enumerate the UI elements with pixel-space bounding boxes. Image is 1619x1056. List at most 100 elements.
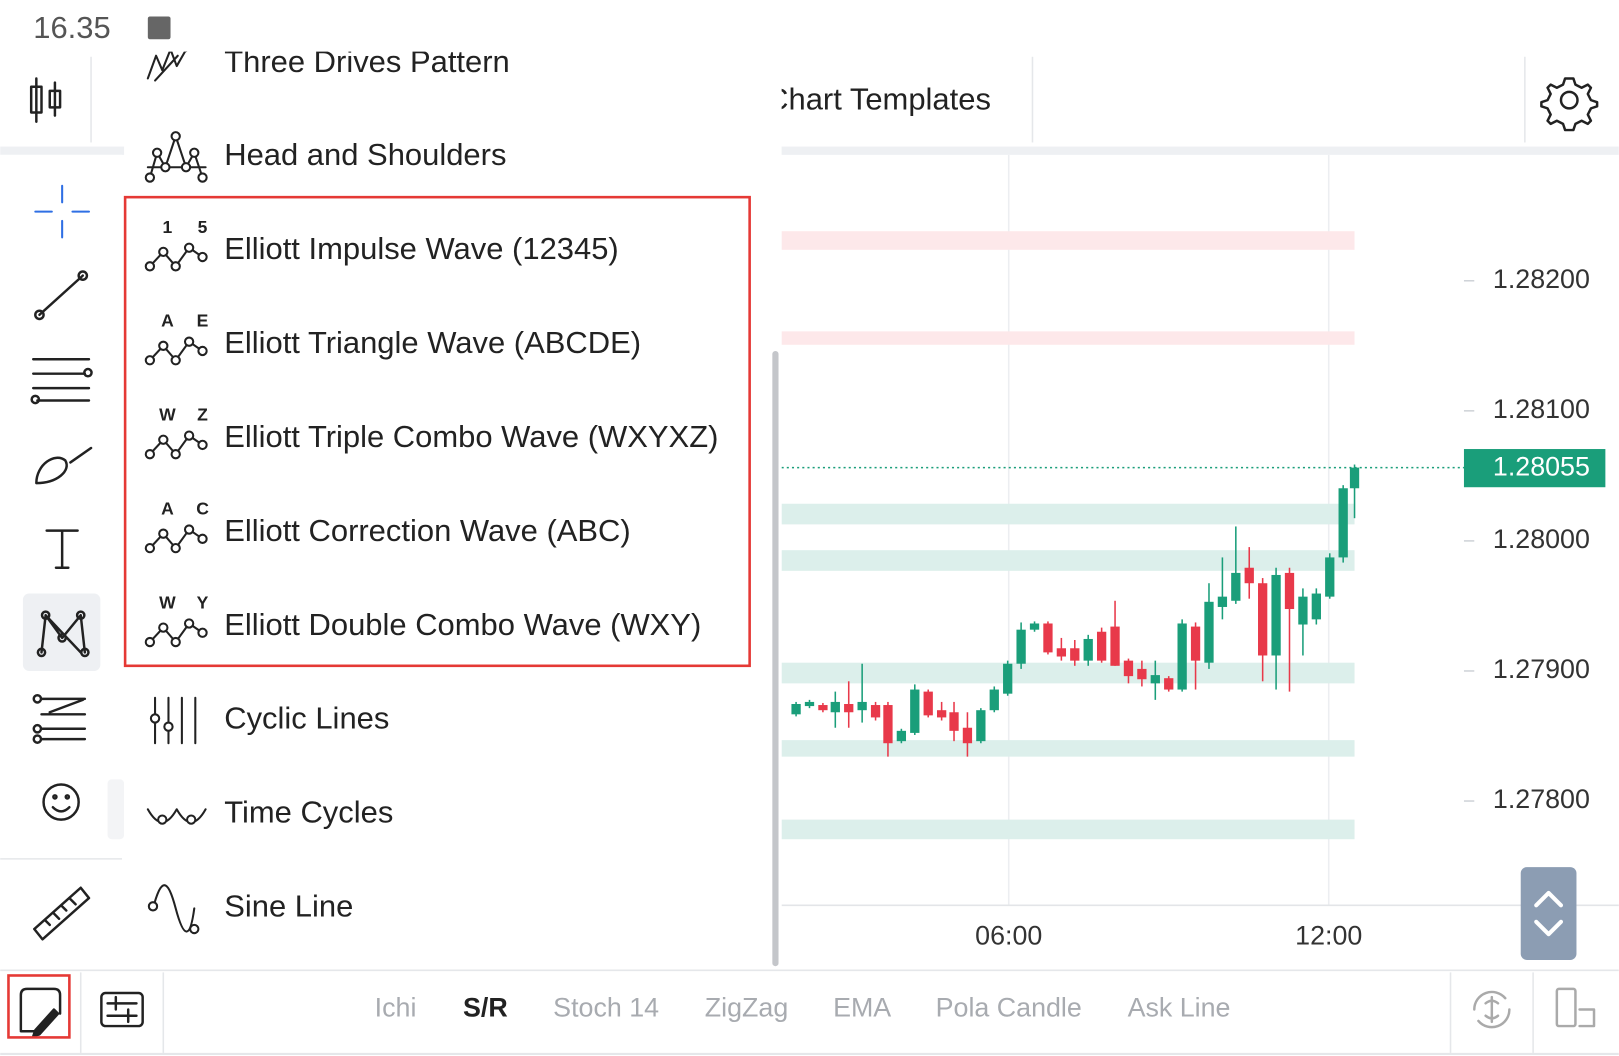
indicator-tab[interactable]: S/R <box>463 993 508 1023</box>
indicators-button[interactable] <box>100 991 144 1028</box>
wave-mark: Y <box>197 593 209 613</box>
candle-body <box>1311 593 1321 620</box>
candle-body <box>1298 596 1308 625</box>
bottom-bar: Ichi S/R Stoch 14 ZigZag EMA Pola Candle Ask L… <box>0 969 1619 1056</box>
price-label: 1.28100 <box>1493 394 1590 424</box>
indicator-tab[interactable]: Pola Candle <box>936 993 1082 1023</box>
brush-tool[interactable] <box>35 446 93 485</box>
draw-button[interactable] <box>19 987 62 1038</box>
chart-templates[interactable]: Chart Templates <box>766 81 991 116</box>
horizontal-lines-tool[interactable] <box>30 357 93 405</box>
menu-icon <box>144 242 208 272</box>
menu-icon <box>147 884 200 935</box>
candle-body <box>1284 572 1295 610</box>
menu-item[interactable]: Head and Shoulders <box>224 137 506 172</box>
status-icon <box>147 16 171 40</box>
candle-body <box>923 691 933 716</box>
indicator-tab[interactable]: EMA <box>833 993 891 1023</box>
ruler-tool[interactable] <box>33 886 91 941</box>
candle-body <box>896 730 907 742</box>
menu-icon <box>144 131 208 183</box>
candle-body <box>1110 626 1120 666</box>
candle-body <box>1083 638 1093 661</box>
scale-icon <box>1534 890 1564 937</box>
menu-item[interactable]: Elliott Impulse Wave (12345) <box>224 231 619 266</box>
indicator-tab[interactable]: Stoch 14 <box>553 993 659 1023</box>
text-tool[interactable] <box>45 529 79 569</box>
band <box>781 662 1355 684</box>
layout-button[interactable] <box>1555 987 1596 1028</box>
candle-body <box>1003 663 1013 694</box>
candle-body <box>976 710 986 742</box>
bottom-bg <box>0 970 1619 1056</box>
time-label: 12:00 <box>1295 920 1362 950</box>
status-time: 16.35 <box>33 10 110 45</box>
menu-bg <box>124 41 782 969</box>
candle-body <box>1217 596 1228 607</box>
candle-body <box>1096 631 1107 661</box>
price-label: 1.28200 <box>1493 264 1590 294</box>
line-tool[interactable] <box>34 270 89 321</box>
candle-body <box>1258 583 1268 656</box>
candle-body <box>857 701 867 711</box>
candle-body <box>1056 648 1067 657</box>
menu-item[interactable]: Cyclic Lines <box>224 701 389 736</box>
current-price-label: 1.28055 <box>1493 452 1590 482</box>
indicator-tab[interactable]: Ichi <box>375 993 417 1023</box>
scale-button[interactable] <box>1520 867 1577 960</box>
collapse-handle[interactable] <box>107 779 125 840</box>
band <box>781 550 1355 571</box>
sync-button[interactable] <box>1473 990 1511 1029</box>
menu-item[interactable]: Elliott Correction Wave (ABC) <box>224 513 631 548</box>
band <box>781 740 1355 757</box>
candle-body <box>804 701 815 707</box>
drawing-sidebar <box>0 154 125 971</box>
wave-mark: Z <box>197 405 208 425</box>
band <box>781 503 1355 525</box>
candle-body <box>1325 557 1335 597</box>
candle-body <box>936 710 947 718</box>
candle-body <box>1338 488 1348 558</box>
menu-icon <box>149 696 197 745</box>
indicator-tab[interactable]: ZigZag <box>705 993 789 1023</box>
wave-mark: 1 <box>163 217 173 237</box>
highlight-box <box>123 195 751 668</box>
menu-item[interactable]: Elliott Double Combo Wave (WXY) <box>224 607 701 642</box>
menu-item[interactable]: Elliott Triangle Wave (ABCDE) <box>224 325 641 360</box>
pattern-tool[interactable] <box>36 610 90 658</box>
candle-body <box>962 727 973 744</box>
menu-icon <box>144 336 208 366</box>
indicator-tab[interactable]: Ask Line <box>1128 993 1231 1023</box>
band <box>781 819 1355 840</box>
menu-item[interactable]: Elliott Triple Combo Wave (WXYXZ) <box>224 419 718 454</box>
menu-icon <box>144 524 208 554</box>
wave-mark: A <box>161 311 174 331</box>
resistance-bands <box>781 231 1355 345</box>
status-bg <box>0 0 1619 52</box>
candle-body <box>910 689 920 733</box>
menu-item[interactable]: Time Cycles <box>224 795 393 830</box>
settings-icon[interactable] <box>1540 77 1599 132</box>
candle-body <box>844 704 854 713</box>
candle-body <box>1271 574 1281 656</box>
menu-icon <box>144 618 208 648</box>
support-bands <box>781 503 1355 840</box>
fib-tool[interactable] <box>32 693 87 744</box>
candle-body <box>1231 572 1241 601</box>
wave-mark: W <box>159 405 176 425</box>
candle-body <box>883 705 893 744</box>
highlight-box <box>7 974 71 1039</box>
menu-icon <box>146 808 207 825</box>
candle-body <box>1349 467 1360 489</box>
chart-type-icon[interactable] <box>29 77 62 124</box>
candle-body <box>949 712 959 731</box>
candle-body <box>870 705 881 718</box>
menu-item[interactable]: Sine Line <box>224 889 353 924</box>
crosshair-tool[interactable] <box>34 184 91 239</box>
price-label: 1.27800 <box>1493 784 1590 814</box>
candle-body <box>1137 668 1147 680</box>
emoji-tool[interactable] <box>42 783 80 821</box>
